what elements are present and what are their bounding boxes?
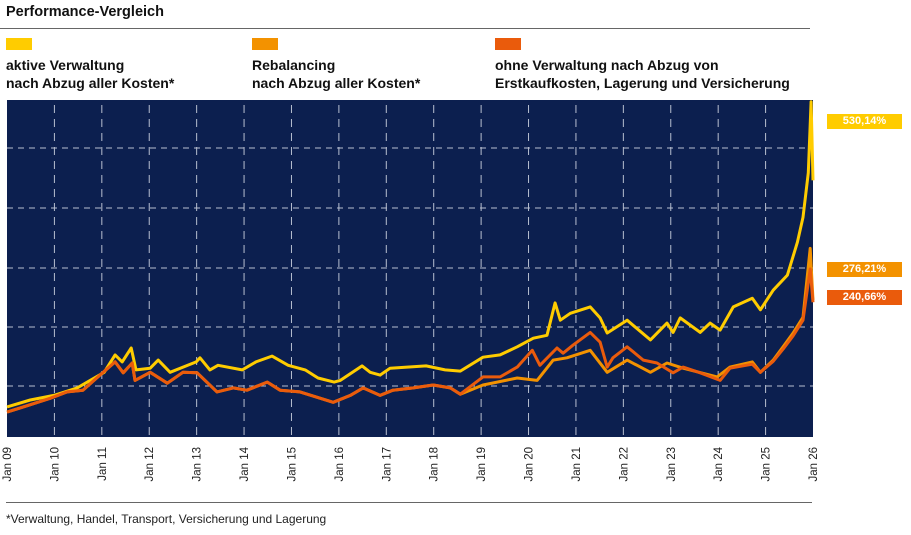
footnote-divider	[6, 502, 812, 503]
legend-swatch-ohne-verwaltung	[495, 38, 521, 50]
legend-label-aktive-verwaltung: aktive Verwaltung nach Abzug aller Koste…	[6, 56, 174, 92]
title-divider	[0, 28, 810, 29]
x-tick-label: Jan 24	[713, 446, 725, 481]
footnote: *Verwaltung, Handel, Transport, Versiche…	[6, 512, 327, 526]
legend-line-1: Rebalancing	[252, 57, 336, 73]
legend-label-ohne-verwaltung: ohne Verwaltung nach Abzug von Erstkaufk…	[495, 56, 790, 92]
x-tick-label: Jan 20	[524, 447, 536, 482]
legend-line-2: nach Abzug aller Kosten*	[6, 75, 175, 91]
line-aktive-verwaltung	[6, 100, 815, 409]
page-title: Performance-Vergleich	[6, 4, 164, 20]
end-label-ohne-verwaltung: 240,66%	[827, 290, 902, 305]
x-tick-label: Jan 26	[808, 447, 820, 482]
legend-label-rebalancing: Rebalancing nach Abzug aller Kosten*	[252, 56, 420, 92]
x-tick-label: Jan 23	[666, 447, 678, 482]
x-tick-label: Jan 14	[239, 446, 251, 481]
x-tick-label: Jan 17	[381, 447, 393, 482]
end-label-aktive-verwaltung: 530,14%	[827, 114, 902, 129]
legend-line-2: nach Abzug aller Kosten*	[252, 75, 421, 91]
x-tick-label: Jan 15	[286, 447, 298, 482]
x-tick-label: Jan 09	[2, 447, 14, 482]
x-tick-label: Jan 13	[192, 447, 204, 482]
legend-line-1: ohne Verwaltung nach Abzug von	[495, 57, 719, 73]
end-label-rebalancing: 276,21%	[827, 262, 902, 277]
x-tick-label: Jan 22	[618, 447, 630, 482]
line-ohne-verwaltung	[6, 267, 815, 414]
x-tick-label: Jan 10	[49, 447, 61, 482]
legend-swatch-rebalancing	[252, 38, 278, 50]
x-tick-label: Jan 12	[144, 447, 156, 482]
x-tick-label: Jan 18	[429, 447, 441, 482]
legend-swatch-aktive-verwaltung	[6, 38, 32, 50]
x-tick-label: Jan 25	[761, 447, 773, 482]
legend-line-2: Erstkaufkosten, Lagerung und Versicherun…	[495, 75, 790, 91]
x-tick-label: Jan 19	[476, 447, 488, 482]
x-tick-label: Jan 21	[571, 447, 583, 482]
x-tick-label: Jan 16	[334, 447, 346, 482]
legend-line-1: aktive Verwaltung	[6, 57, 125, 73]
x-tick-label: Jan 11	[97, 447, 109, 481]
